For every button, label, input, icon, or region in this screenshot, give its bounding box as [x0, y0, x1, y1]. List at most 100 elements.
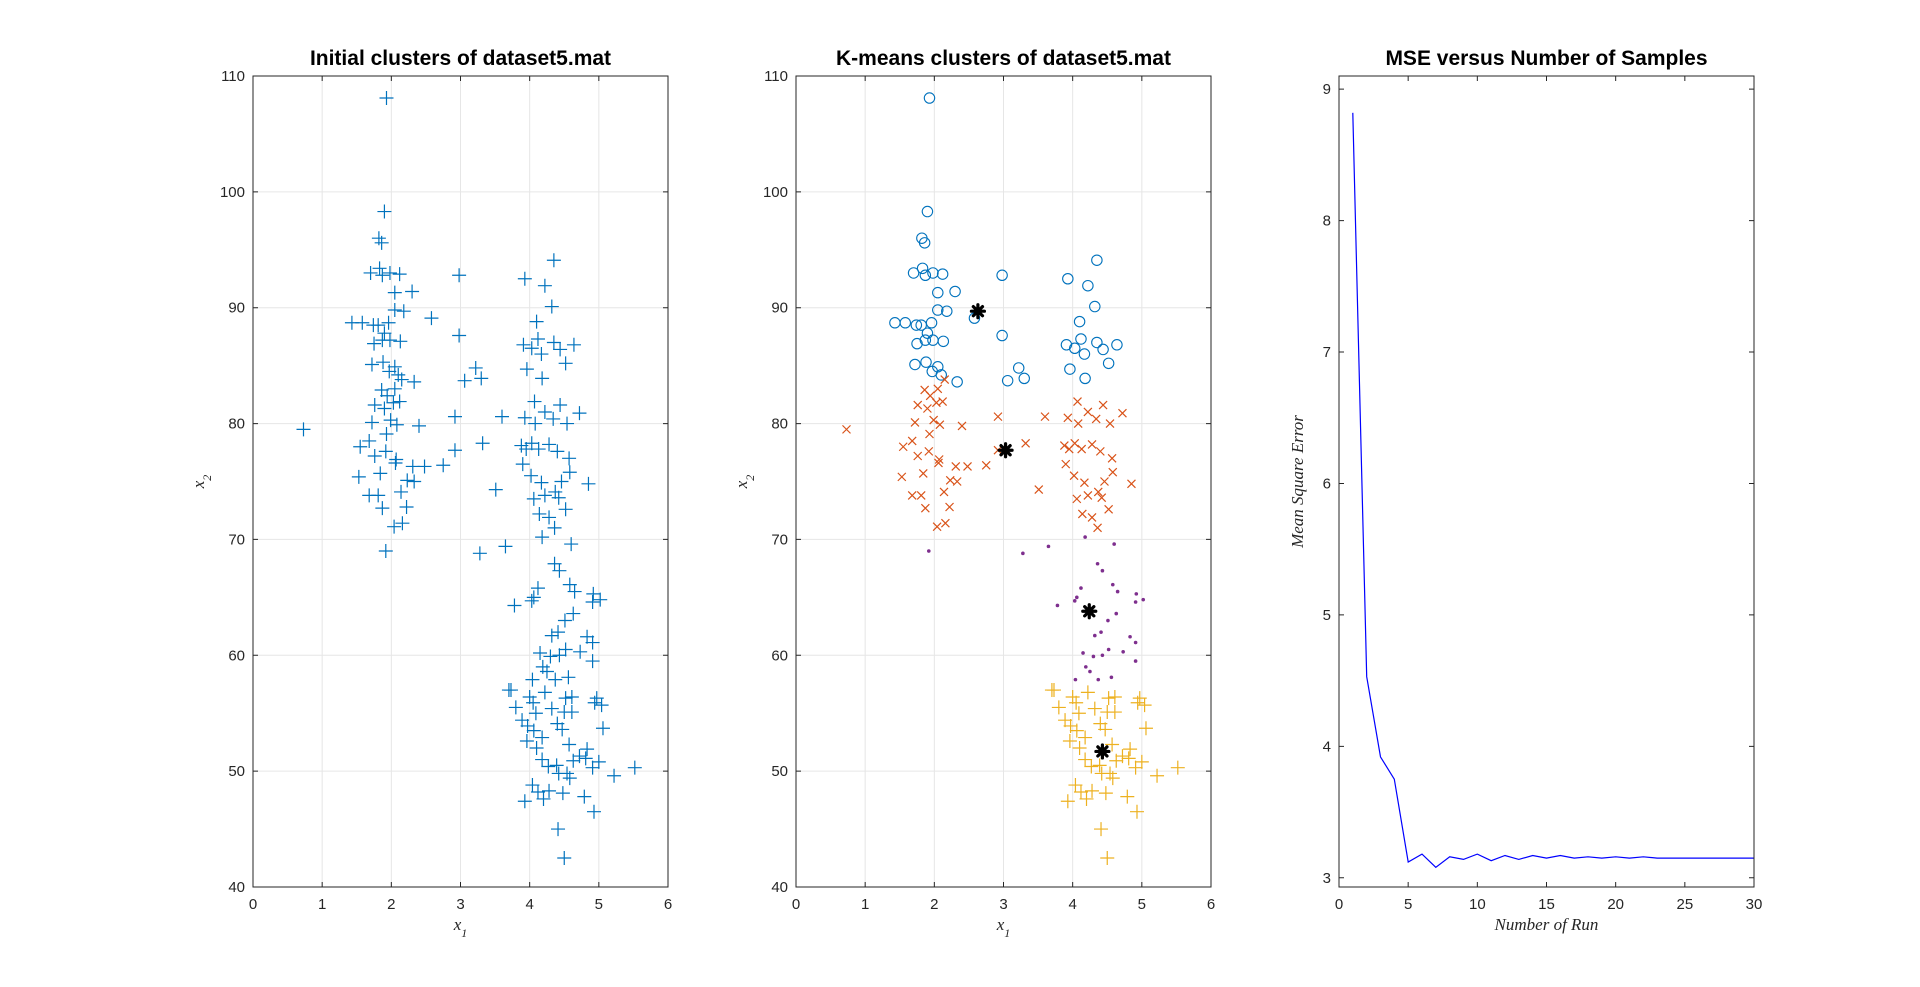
point-series-2 [1073, 419, 1083, 428]
point-series-2 [940, 518, 950, 528]
point-series-1 [551, 625, 566, 640]
point-series-1 [534, 475, 549, 490]
point-series-2 [929, 415, 939, 425]
y-axis-label: x2 [189, 475, 214, 490]
point-series-2 [1072, 494, 1082, 504]
point-series-4 [1138, 721, 1153, 736]
point-series-1 [552, 648, 567, 663]
point-series-1 [1012, 362, 1025, 374]
point-series-1 [535, 530, 550, 545]
point-series-1 [951, 376, 963, 388]
point-series-2 [932, 522, 942, 532]
point-series-1 [558, 691, 573, 706]
point-series-1 [1102, 357, 1115, 370]
point-series-1 [555, 722, 570, 737]
point-series-1 [396, 304, 411, 319]
point-series-1 [564, 537, 579, 552]
point-series-1 [553, 398, 568, 413]
point-series-1 [447, 409, 462, 424]
point-series-1 [1062, 272, 1074, 285]
point-series-4 [1120, 789, 1135, 804]
point-series-1 [542, 437, 557, 452]
point-series-1 [388, 455, 403, 470]
point-series-2 [925, 429, 934, 439]
point-series-2 [935, 420, 945, 430]
point-series-5 [1081, 603, 1098, 620]
point-series-1 [920, 356, 932, 368]
y-tick-label: 9 [1323, 81, 1331, 98]
point-series-1 [529, 314, 544, 329]
point-series-3 [1100, 568, 1105, 573]
point-series-1 [519, 362, 534, 377]
point-series-2 [938, 397, 948, 406]
y-tick-label: 70 [771, 531, 788, 548]
y-tick-label: 90 [771, 300, 788, 317]
point-series-1 [585, 654, 600, 669]
point-series-1 [457, 373, 472, 388]
plot-data [1352, 112, 1754, 869]
plot-data [296, 91, 642, 866]
point-series-1 [452, 328, 467, 343]
point-series-1 [531, 442, 546, 457]
point-series-4 [1069, 723, 1084, 738]
point-series-1 [577, 789, 592, 804]
point-series-2 [1093, 487, 1103, 497]
point-series-1 [519, 734, 534, 749]
point-series-1 [907, 267, 920, 279]
y-tick-label: 70 [228, 531, 245, 548]
point-series-2 [1059, 441, 1069, 451]
point-series-2 [1083, 407, 1093, 417]
point-series-4 [1105, 737, 1120, 752]
point-series-1 [921, 327, 934, 339]
point-series-1 [529, 740, 544, 755]
point-series-1 [475, 436, 490, 451]
point-series-1 [921, 205, 934, 218]
point-series-2 [1077, 444, 1087, 454]
point-series-4 [1051, 700, 1066, 715]
point-series-3 [1115, 589, 1120, 594]
point-series-1 [452, 268, 467, 283]
point-series-2 [957, 421, 967, 431]
point-series-1 [1073, 315, 1086, 328]
point-series-4 [1150, 768, 1165, 783]
point-series-1 [1082, 279, 1094, 292]
y-tick-label: 4 [1323, 738, 1331, 755]
y-tick-label: 50 [771, 763, 788, 780]
point-series-1 [581, 476, 596, 491]
point-series-2 [934, 455, 944, 464]
y-tick-label: 90 [228, 300, 245, 317]
point-series-1 [507, 598, 522, 613]
x-tick-label: 0 [249, 896, 257, 913]
point-series-1 [910, 319, 923, 331]
point-series-1 [591, 754, 606, 769]
point-series-1 [585, 635, 600, 650]
point-series-4 [1100, 851, 1115, 866]
point-series-2 [842, 424, 851, 434]
point-series-1 [580, 742, 595, 757]
y-tick-label: 60 [228, 647, 245, 664]
point-series-3 [1075, 595, 1079, 600]
point-series-1 [474, 371, 489, 386]
point-series-1 [1078, 348, 1091, 360]
point-series-1 [296, 422, 311, 437]
point-series-1 [380, 388, 395, 403]
point-series-1 [399, 499, 414, 514]
point-series-1 [1097, 343, 1109, 356]
point-series-1 [546, 411, 561, 426]
point-series-1 [525, 778, 540, 793]
point-series-4 [1072, 740, 1087, 755]
point-series-1 [524, 341, 539, 356]
point-series-1 [382, 333, 397, 348]
x-tick-label: 5 [1138, 896, 1146, 913]
point-series-3 [1134, 592, 1139, 596]
point-series-3 [1079, 586, 1083, 590]
point-series-2 [993, 412, 1003, 422]
x-tick-label: 25 [1676, 896, 1693, 913]
y-tick-label: 80 [771, 416, 788, 433]
point-series-1 [1089, 300, 1101, 313]
point-series-1 [386, 395, 401, 410]
y-tick-label: 100 [220, 184, 245, 201]
point-series-1 [1079, 372, 1091, 385]
point-series-1 [472, 546, 487, 561]
point-series-3 [1055, 603, 1060, 608]
